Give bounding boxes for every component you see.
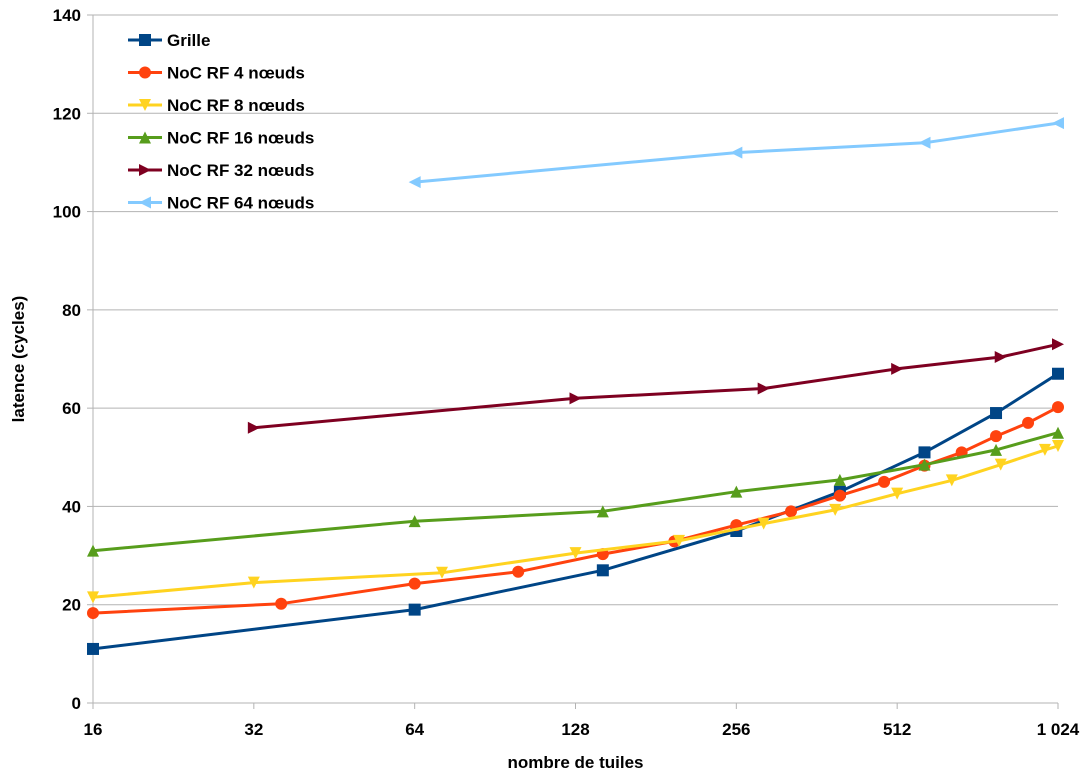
legend-entry: NoC RF 4 nœuds: [128, 64, 305, 83]
data-point: [1052, 117, 1064, 130]
series-line: [92, 405, 1059, 615]
x-tick-label: 256: [722, 720, 750, 739]
y-tick-label: 100: [53, 203, 81, 222]
data-point: [275, 597, 288, 610]
legend-entry: NoC RF 32 nœuds: [128, 161, 314, 180]
legend-label: NoC RF 16 nœuds: [167, 129, 314, 148]
data-point: [918, 446, 931, 459]
legend-marker: [139, 131, 151, 144]
data-point: [1052, 401, 1064, 414]
data-point: [891, 487, 904, 500]
data-point: [990, 443, 1003, 456]
data-point: [673, 534, 686, 547]
series-2: [87, 401, 1064, 620]
data-point: [408, 515, 421, 528]
data-point: [1052, 367, 1064, 380]
series-4: [87, 426, 1064, 557]
data-point: [569, 547, 582, 560]
data-point: [784, 505, 797, 518]
data-point: [1052, 439, 1064, 452]
legend-marker: [139, 66, 151, 79]
data-point: [408, 603, 421, 616]
data-point: [757, 517, 770, 530]
data-point: [1038, 443, 1051, 456]
data-point: [990, 407, 1003, 420]
legend-label: NoC RF 4 nœuds: [167, 64, 305, 83]
legend-entry: Grille: [128, 31, 210, 50]
legend-label: NoC RF 8 nœuds: [167, 96, 305, 115]
y-tick-labels: 0 20 40 60 80 100 120 140: [53, 6, 93, 713]
legend-entry: NoC RF 16 nœuds: [128, 129, 314, 148]
data-point: [994, 351, 1007, 364]
data-point: [990, 430, 1003, 443]
legend-marker: [139, 196, 151, 209]
y-tick-label: 120: [53, 104, 81, 123]
series-line: [92, 444, 1059, 599]
data-point: [833, 473, 846, 486]
data-point: [891, 362, 904, 375]
data-point: [247, 576, 260, 589]
y-tick-label: 140: [53, 6, 81, 25]
series-line: [92, 431, 1059, 553]
data-point: [994, 458, 1007, 471]
data-point: [757, 382, 770, 395]
y-tick-label: 60: [62, 399, 81, 418]
x-tick-label: 512: [883, 720, 911, 739]
y-tick-label: 40: [62, 497, 81, 516]
data-point: [833, 489, 846, 502]
series-line: [253, 342, 1059, 430]
series-line: [414, 121, 1059, 184]
data-point: [87, 591, 99, 604]
legend-label: NoC RF 64 nœuds: [167, 194, 314, 213]
legend-marker: [139, 164, 151, 176]
x-tick-labels: 16 32 64 128 256 512 1 024: [84, 703, 1080, 739]
series-3: [87, 439, 1064, 604]
y-tick-label: 80: [62, 301, 81, 320]
legend-marker: [139, 99, 151, 111]
data-point: [408, 176, 421, 189]
legend-entry: NoC RF 8 nœuds: [128, 96, 305, 115]
y-tick-label: 0: [72, 694, 81, 713]
x-tick-label: 128: [561, 720, 589, 739]
legend-entry: NoC RF 64 nœuds: [128, 194, 314, 213]
legend: Grille NoC RF 4 nœuds NoC RF 8 nœuds NoC RF…: [128, 31, 314, 213]
series: [87, 117, 1064, 655]
legend-label: NoC RF 32 nœuds: [167, 161, 314, 180]
data-point: [918, 458, 931, 471]
x-tick-label: 16: [84, 720, 103, 739]
data-point: [247, 421, 260, 434]
grid-lines: [93, 14, 1058, 606]
data-point: [596, 564, 609, 577]
x-tick-label: 1 024: [1037, 720, 1080, 739]
data-point: [435, 566, 448, 579]
legend-label: Grille: [167, 31, 210, 50]
y-tick-label: 20: [62, 596, 81, 615]
data-point: [945, 474, 958, 487]
axes: [92, 15, 1058, 704]
data-point: [878, 475, 891, 488]
series-6: [408, 117, 1064, 189]
series-5: [247, 338, 1064, 434]
data-point: [569, 392, 582, 405]
data-point: [730, 146, 743, 159]
data-point: [408, 577, 421, 590]
x-axis-title: nombre de tuiles: [507, 753, 643, 772]
data-point: [512, 565, 525, 578]
data-point: [1052, 338, 1064, 351]
x-tick-label: 32: [244, 720, 263, 739]
data-point: [596, 505, 609, 518]
data-point: [1052, 426, 1064, 439]
legend-marker: [139, 34, 151, 46]
data-point: [87, 544, 99, 557]
data-point: [829, 503, 842, 516]
x-tick-label: 64: [405, 720, 424, 739]
y-axis-title: latence (cycles): [9, 296, 28, 423]
data-point: [87, 607, 99, 620]
data-point: [1022, 416, 1035, 429]
data-point: [87, 642, 99, 655]
data-point: [730, 485, 743, 498]
data-point: [918, 136, 931, 149]
